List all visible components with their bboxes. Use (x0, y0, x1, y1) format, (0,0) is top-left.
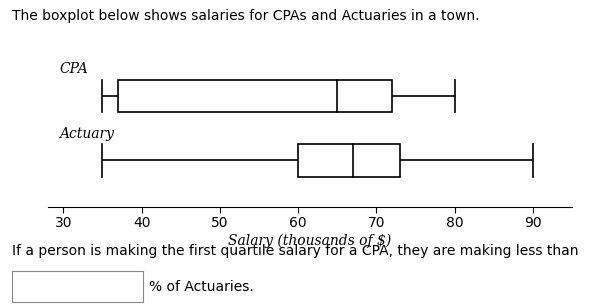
Text: The boxplot below shows salaries for CPAs and Actuaries in a town.: The boxplot below shows salaries for CPA… (12, 9, 479, 23)
Bar (118, 80, 392, 112)
Text: Actuary: Actuary (60, 127, 114, 141)
X-axis label: Salary (thousands of $): Salary (thousands of $) (228, 234, 392, 248)
Text: CPA: CPA (60, 62, 88, 76)
Text: % of Actuaries.: % of Actuaries. (149, 280, 254, 294)
Bar (298, 144, 400, 177)
Text: If a person is making the first quartile salary for a CPA, they are making less : If a person is making the first quartile… (12, 244, 579, 258)
